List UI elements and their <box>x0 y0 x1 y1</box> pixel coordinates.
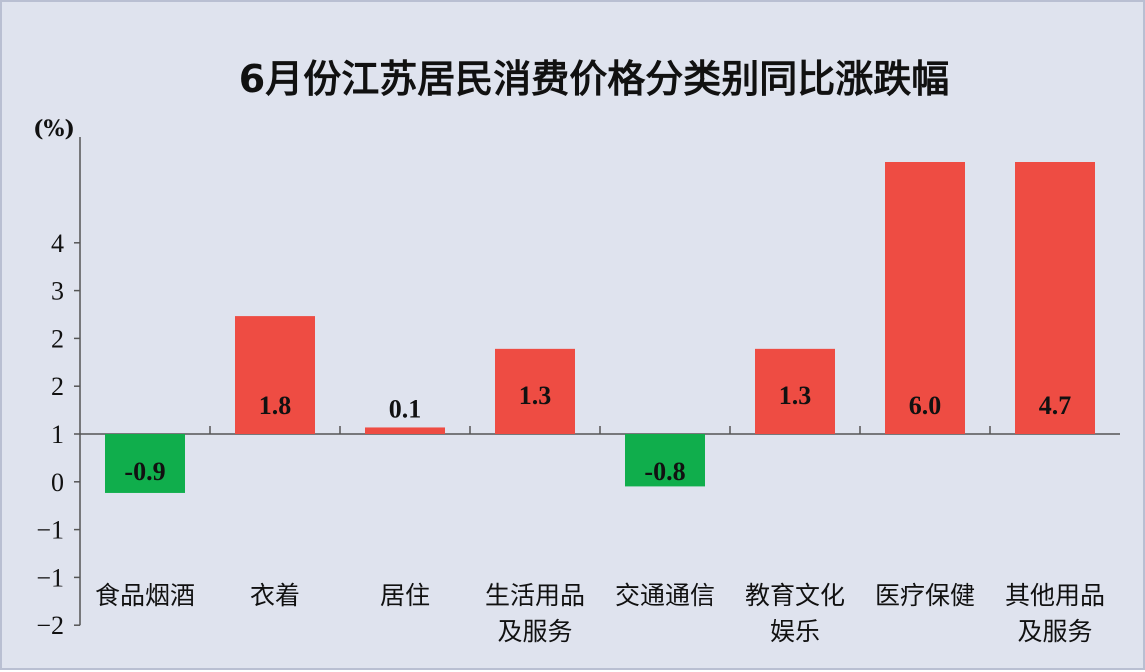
value-label: 0.1 <box>389 394 422 423</box>
bar <box>105 434 185 493</box>
category-label: 交通通信 <box>615 581 715 610</box>
bar <box>625 434 705 487</box>
category-label: 娱乐 <box>770 617 820 646</box>
category-label: 生活用品 <box>485 581 585 610</box>
y-tick-label: −2 <box>36 611 64 640</box>
y-tick-label: 3 <box>51 277 64 306</box>
category-label: 及服务 <box>1017 617 1092 646</box>
category-label: 其他用品 <box>1005 581 1105 610</box>
y-tick-label: 2 <box>51 372 64 401</box>
bar <box>885 162 965 434</box>
value-label: 1.3 <box>519 381 552 410</box>
value-label: 6.0 <box>909 391 942 420</box>
value-label: -0.8 <box>644 457 685 486</box>
value-label: 4.7 <box>1039 391 1072 420</box>
category-label: 居住 <box>380 581 430 610</box>
y-axis-unit: (%) <box>33 116 75 142</box>
value-label: 1.8 <box>259 391 292 420</box>
bar <box>755 348 835 434</box>
category-label: 衣着 <box>250 581 300 610</box>
category-label: 及服务 <box>497 617 572 646</box>
bar <box>365 427 445 434</box>
category-label: 医疗保健 <box>875 581 975 610</box>
bar <box>235 316 315 434</box>
y-tick-label: 2 <box>51 324 64 353</box>
bar <box>1015 162 1095 434</box>
y-tick-label: 1 <box>51 420 64 449</box>
y-tick-label: 4 <box>51 229 64 258</box>
value-label: -0.9 <box>124 457 165 486</box>
value-labels: -0.9 1.8 0.1 1.3 -0.8 1.3 6.0 4.7 <box>124 381 1071 486</box>
value-label: 1.3 <box>779 381 812 410</box>
chart-title: 6月份江苏居民消费价格分类别同比涨跌幅 <box>239 57 949 101</box>
y-tick-label: −1 <box>36 516 64 545</box>
y-tick-label: −1 <box>36 563 64 592</box>
category-label: 食品烟酒 <box>95 581 195 610</box>
y-tick-label: 0 <box>51 468 64 497</box>
bars <box>105 162 1095 493</box>
category-label: 教育文化 <box>745 581 845 610</box>
bar <box>495 348 575 434</box>
